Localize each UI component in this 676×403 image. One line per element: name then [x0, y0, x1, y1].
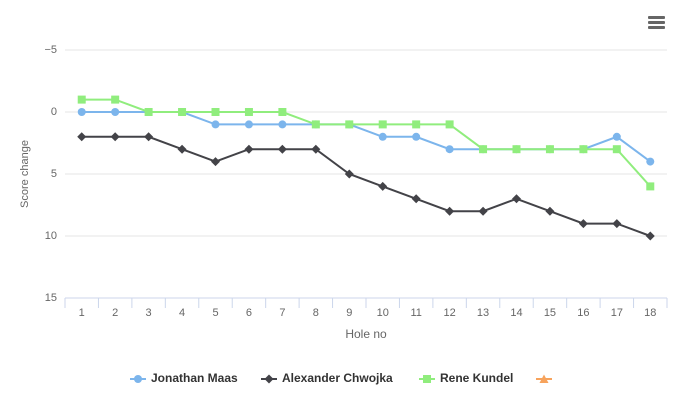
- point: [111, 108, 120, 116]
- point: [612, 219, 622, 229]
- point: [177, 144, 187, 154]
- point: [646, 182, 655, 191]
- point: [479, 145, 488, 154]
- point: [539, 374, 549, 383]
- point: [646, 157, 655, 166]
- point: [579, 145, 588, 154]
- x-tick-label: 11: [410, 307, 421, 319]
- x-tick-label: 13: [477, 307, 489, 319]
- menu-bar: [648, 21, 665, 24]
- point: [378, 181, 388, 191]
- y-tick-label: −5: [44, 44, 57, 56]
- x-tick-label: 1: [79, 307, 85, 319]
- series-line: [81, 98, 652, 188]
- x-tick-label: 14: [510, 307, 522, 319]
- point: [211, 157, 220, 167]
- menu-bar: [648, 16, 665, 19]
- point: [244, 144, 254, 154]
- point: [411, 194, 421, 204]
- point: [545, 145, 554, 154]
- point: [144, 132, 154, 142]
- point: [111, 95, 120, 104]
- point: [445, 145, 454, 154]
- point: [311, 120, 320, 129]
- point: [244, 120, 253, 129]
- x-tick-label: 16: [577, 307, 589, 319]
- point: [445, 206, 455, 216]
- point: [134, 375, 142, 383]
- point: [412, 132, 421, 141]
- point: [77, 108, 86, 116]
- legend-item[interactable]: Jonathan Maas: [130, 371, 238, 385]
- point: [545, 206, 555, 216]
- x-tick-label: 2: [112, 307, 118, 319]
- x-tick-label: 5: [212, 307, 218, 319]
- point: [378, 132, 387, 141]
- point: [278, 108, 287, 116]
- x-axis-title: Hole no: [345, 327, 387, 341]
- point: [512, 145, 521, 154]
- point: [478, 206, 488, 216]
- menu-bar: [648, 26, 665, 29]
- x-tick-label: 18: [644, 307, 656, 319]
- point: [445, 120, 454, 129]
- point: [578, 219, 588, 229]
- legend-item[interactable]: Alexander Chwojka: [261, 371, 393, 385]
- point: [344, 169, 354, 179]
- point: [278, 120, 287, 129]
- x-tick-label: 8: [313, 307, 319, 319]
- menu-button[interactable]: [648, 16, 665, 29]
- legend-label: Jonathan Maas: [151, 371, 238, 385]
- point: [144, 108, 153, 116]
- y-tick-label: 5: [51, 168, 57, 180]
- y-axis-title: Score change: [19, 140, 31, 208]
- point: [77, 95, 86, 104]
- x-tick-label: 7: [279, 307, 285, 319]
- series-line: [81, 135, 651, 237]
- point: [412, 120, 421, 129]
- x-tick-label: 3: [146, 307, 152, 319]
- x-tick-label: 9: [346, 307, 352, 319]
- y-tick-label: 15: [45, 292, 57, 304]
- point: [211, 108, 220, 116]
- point: [612, 145, 621, 154]
- x-tick-label: 15: [544, 307, 556, 319]
- point: [110, 132, 120, 142]
- x-tick-label: 12: [443, 307, 455, 319]
- x-tick-label: 10: [377, 307, 389, 319]
- legend-item[interactable]: [536, 374, 552, 384]
- point: [77, 132, 87, 142]
- point: [277, 144, 287, 154]
- x-tick-label: 4: [179, 307, 185, 319]
- x-tick-label: 17: [611, 307, 623, 319]
- point: [211, 120, 220, 129]
- legend-item[interactable]: Rene Kundel: [419, 371, 513, 385]
- x-tick-label: 6: [246, 307, 252, 319]
- y-tick-label: 0: [51, 106, 57, 118]
- legend-label: Alexander Chwojka: [282, 371, 393, 385]
- point: [345, 120, 354, 129]
- legend-label: Rene Kundel: [440, 371, 513, 385]
- point: [244, 108, 253, 116]
- point: [645, 231, 655, 241]
- point: [423, 375, 431, 383]
- point: [378, 120, 387, 129]
- point: [612, 132, 621, 141]
- point: [512, 194, 521, 204]
- y-tick-label: 10: [45, 230, 57, 242]
- point: [178, 108, 187, 116]
- point: [264, 374, 274, 384]
- point: [311, 144, 321, 154]
